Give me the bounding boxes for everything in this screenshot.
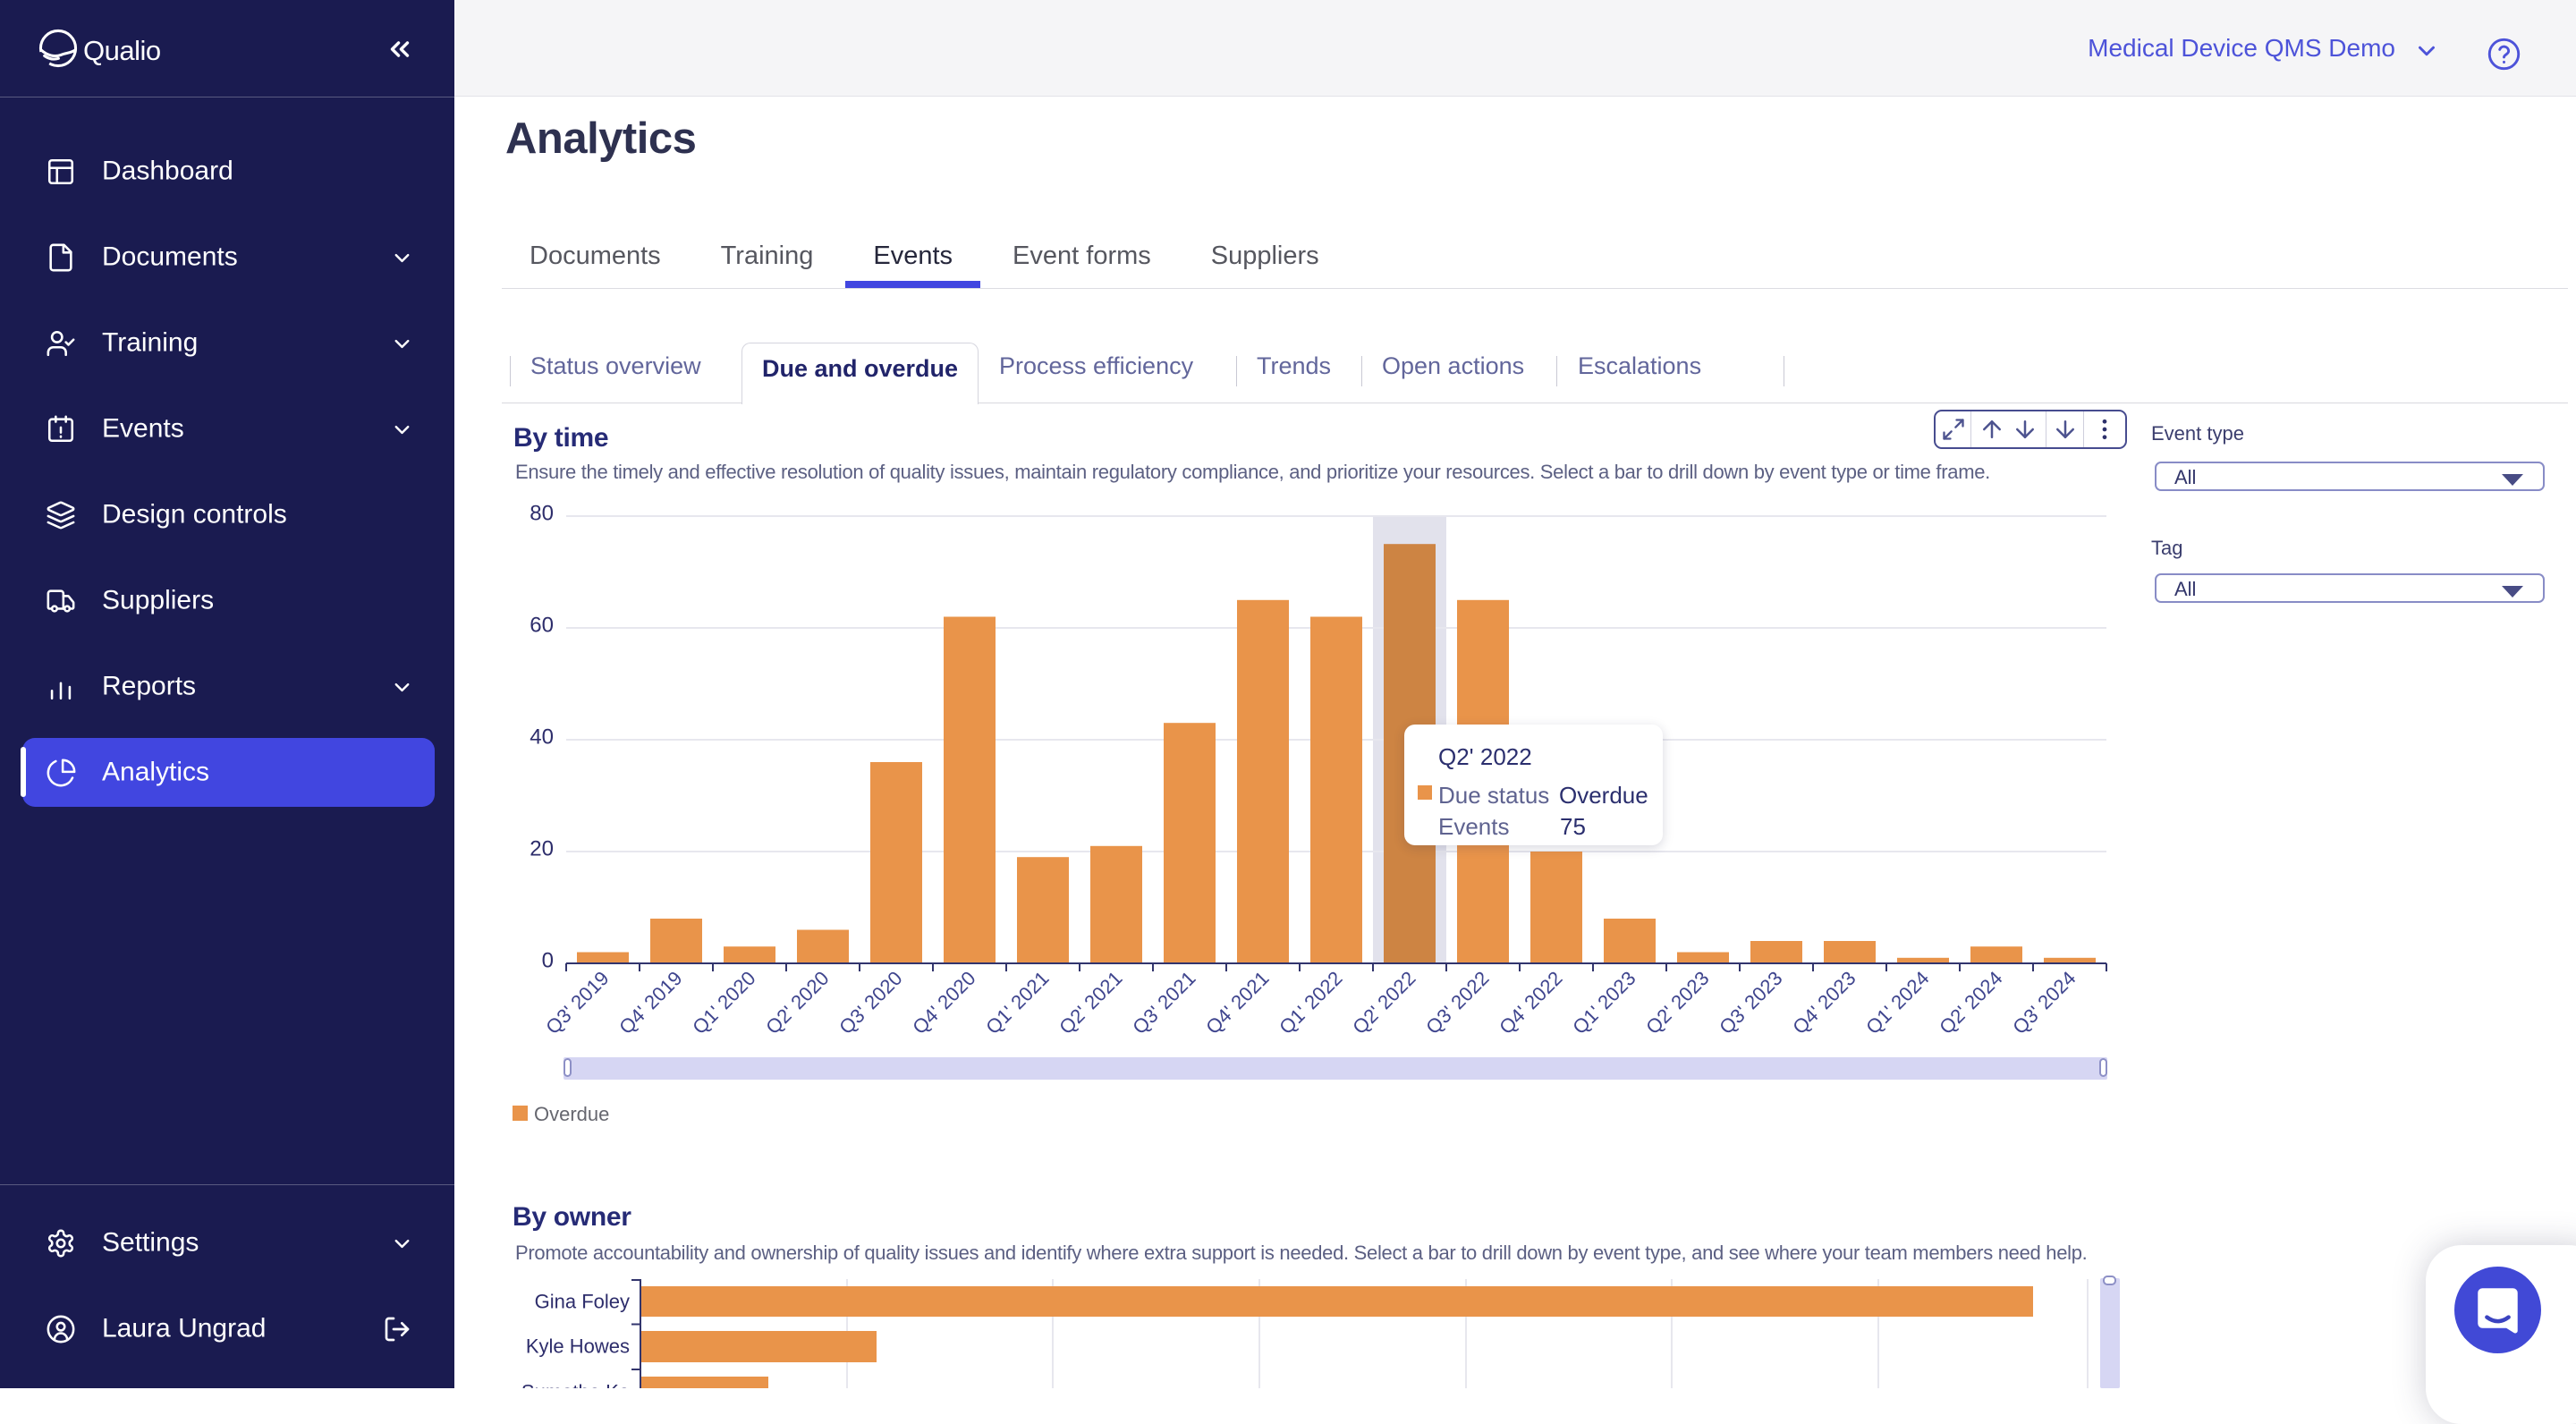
svg-text:Q4' 2019: Q4' 2019 bbox=[614, 967, 686, 1038]
svg-text:Q1' 2021: Q1' 2021 bbox=[981, 967, 1053, 1038]
svg-text:Q2' 2023: Q2' 2023 bbox=[1641, 967, 1713, 1038]
svg-text:Q3' 2019: Q3' 2019 bbox=[541, 967, 613, 1038]
svg-text:Kyle Howes: Kyle Howes bbox=[526, 1335, 630, 1358]
svg-text:Q3' 2021: Q3' 2021 bbox=[1128, 967, 1199, 1038]
svg-text:Q2' 2024: Q2' 2024 bbox=[1935, 967, 2006, 1038]
svg-text:Q4' 2023: Q4' 2023 bbox=[1788, 967, 1860, 1038]
svg-text:Q3' 2022: Q3' 2022 bbox=[1421, 967, 1493, 1038]
svg-text:Q4' 2022: Q4' 2022 bbox=[1495, 967, 1566, 1038]
svg-text:Q3' 2020: Q3' 2020 bbox=[835, 967, 906, 1038]
svg-text:Q4' 2020: Q4' 2020 bbox=[908, 967, 979, 1038]
svg-text:Sumathe Ka: Sumathe Ka bbox=[521, 1381, 631, 1389]
svg-text:Q1' 2023: Q1' 2023 bbox=[1568, 967, 1640, 1038]
svg-text:0: 0 bbox=[542, 949, 554, 973]
svg-text:40: 40 bbox=[530, 725, 554, 750]
svg-text:60: 60 bbox=[530, 614, 554, 638]
svg-text:Q2' 2022: Q2' 2022 bbox=[1348, 967, 1419, 1038]
svg-text:Q3' 2023: Q3' 2023 bbox=[1715, 967, 1786, 1038]
svg-text:Q4' 2021: Q4' 2021 bbox=[1201, 967, 1273, 1038]
svg-text:Gina Foley: Gina Foley bbox=[535, 1291, 630, 1313]
svg-text:Q3' 2024: Q3' 2024 bbox=[2008, 967, 2080, 1038]
svg-text:Q2' 2020: Q2' 2020 bbox=[761, 967, 833, 1038]
svg-text:80: 80 bbox=[530, 502, 554, 526]
svg-text:Q1' 2022: Q1' 2022 bbox=[1275, 967, 1346, 1038]
svg-text:20: 20 bbox=[530, 837, 554, 861]
svg-text:Q2' 2021: Q2' 2021 bbox=[1055, 967, 1126, 1038]
svg-text:Q1' 2024: Q1' 2024 bbox=[1861, 967, 1933, 1038]
svg-text:Q1' 2020: Q1' 2020 bbox=[688, 967, 759, 1038]
